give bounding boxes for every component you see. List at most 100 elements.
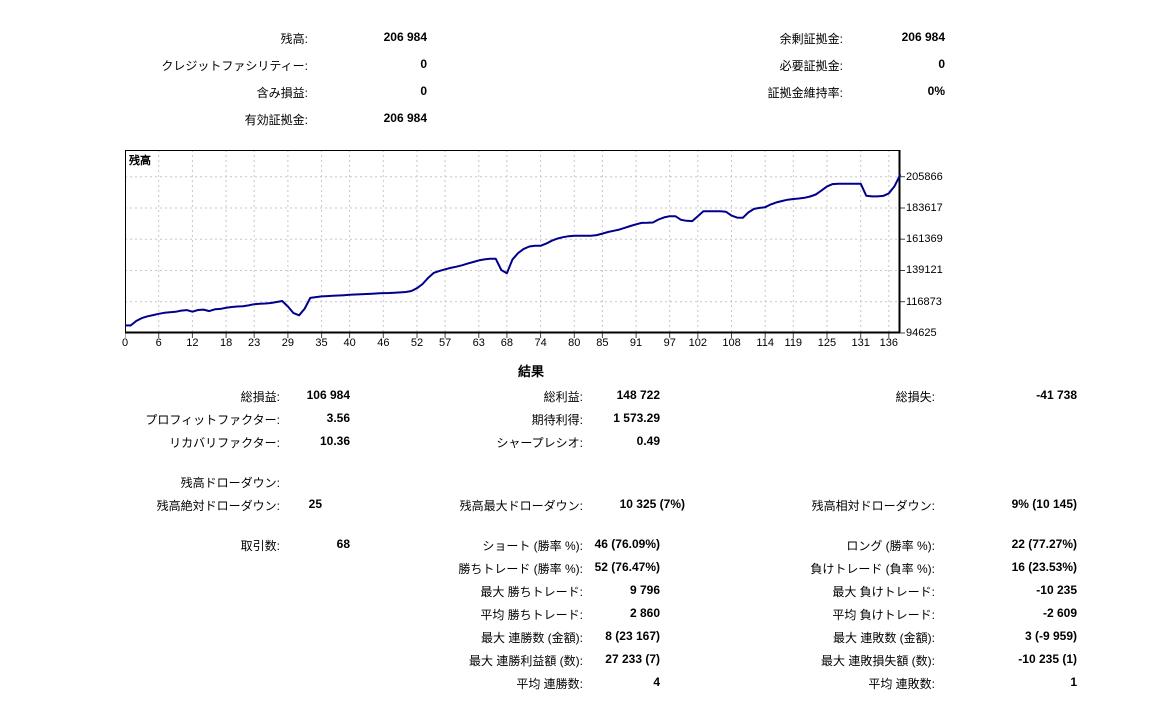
- stat-value: 206 984: [383, 30, 427, 44]
- result-row: 最大 連勝利益額 (数): 27 233 (7) 最大 連敗損失額 (数): -…: [0, 652, 1149, 669]
- stat-label: 平均 勝ちトレード:: [480, 608, 583, 622]
- x-axis-label: 18: [219, 337, 233, 349]
- stat-value: 206 984: [383, 111, 427, 125]
- stat-label: リカバリファクター:: [169, 436, 280, 450]
- stat-value: 1: [1070, 675, 1077, 689]
- stat-label: 最大 連勝数 (金額):: [481, 631, 583, 645]
- x-axis-label: 108: [722, 337, 741, 349]
- stat-value: -41 738: [1036, 388, 1077, 402]
- result-row: 勝ちトレード (勝率 %): 52 (76.47%) 負けトレード (負率 %)…: [0, 560, 1149, 577]
- result-row: 平均 勝ちトレード: 2 860 平均 負けトレード: -2 609: [0, 606, 1149, 623]
- x-axis-label: 0: [121, 337, 129, 349]
- result-row: リカバリファクター: 10.36 シャープレシオ: 0.49: [0, 434, 1149, 451]
- stat-label: 総損失:: [895, 390, 935, 404]
- stat-value: 1 573.29: [613, 411, 660, 425]
- x-axis-label: 97: [663, 337, 676, 349]
- stat-value: 10 325 (7%): [619, 497, 685, 511]
- stat-value: 27 233 (7): [605, 652, 660, 666]
- x-axis-label: 68: [500, 337, 513, 349]
- stat-label: 最大 連勝利益額 (数):: [469, 654, 583, 668]
- stat-value: 0%: [927, 84, 945, 98]
- stat-value: 4: [653, 675, 660, 689]
- stat-value: 9% (10 145): [1011, 497, 1077, 511]
- stat-value: 10.36: [319, 434, 350, 448]
- stat-value: 148 722: [616, 388, 660, 402]
- stat-label: 残高絶対ドローダウン:: [156, 499, 280, 513]
- x-axis-label: 23: [248, 337, 261, 349]
- x-axis-label: 6: [155, 337, 162, 349]
- result-row: プロフィットファクター: 3.56 期待利得: 1 573.29: [0, 411, 1149, 428]
- stat-value: 0: [420, 57, 427, 71]
- stat-value: 16 (23.53%): [1011, 560, 1077, 574]
- chart-series-label: 残高: [129, 155, 151, 167]
- stat-label: 残高ドローダウン:: [180, 476, 280, 490]
- stat-label: 残高相対ドローダウン:: [811, 499, 935, 513]
- balance-chart: 残高 94625 116873 139121 161369 183617 205866 0 6…: [122, 150, 1135, 365]
- stat-label: 有効証拠金:: [244, 113, 308, 127]
- results-title: 結果: [517, 364, 544, 379]
- stat-label: 平均 連敗数:: [868, 677, 935, 691]
- stat-value: 106 984: [306, 388, 350, 402]
- x-axis-label: 85: [596, 337, 609, 349]
- stat-value: 206 984: [901, 30, 945, 44]
- y-axis-label: 116873: [906, 295, 942, 308]
- stat-value: 68: [336, 537, 350, 551]
- stat-label: 最大 勝ちトレード:: [480, 585, 583, 599]
- x-axis-label: 74: [534, 337, 547, 349]
- stat-label: ロング (勝率 %):: [846, 539, 935, 553]
- stat-label: 総利益:: [543, 390, 583, 404]
- stat-value: 46 (76.09%): [594, 537, 660, 551]
- stat-value: 25: [308, 497, 322, 511]
- x-axis-label: 57: [438, 337, 452, 349]
- x-axis-label: 63: [472, 337, 485, 349]
- stat-label: 平均 連勝数:: [516, 677, 583, 691]
- stat-label: 勝ちトレード (勝率 %):: [458, 562, 583, 576]
- x-axis-label: 29: [281, 337, 294, 349]
- x-axis-label: 131: [851, 337, 870, 349]
- stat-label: 証拠金維持率:: [767, 86, 843, 100]
- result-row: 残高ドローダウン:: [0, 474, 1149, 491]
- stat-label: 最大 負けトレード:: [832, 585, 935, 599]
- stat-label: 総損益:: [240, 390, 280, 404]
- stat-label: 平均 負けトレード:: [832, 608, 935, 622]
- stat-label: 含み損益:: [256, 86, 308, 100]
- stat-label: 期待利得:: [531, 413, 583, 427]
- x-axis-label: 119: [784, 337, 803, 349]
- summary-row: 有効証拠金: 206 984: [0, 111, 1149, 128]
- stat-value: 0: [938, 57, 945, 71]
- stat-label: 残高最大ドローダウン:: [459, 499, 583, 513]
- stat-label: プロフィットファクター:: [145, 413, 280, 427]
- stat-label: 負けトレード (負率 %):: [810, 562, 935, 576]
- stat-value: 9 796: [629, 583, 660, 597]
- y-axis-label: 161369: [906, 233, 943, 246]
- x-axis-label: 52: [410, 337, 424, 349]
- stat-label: クレジットファシリティー:: [161, 59, 308, 73]
- stat-value: 2 860: [629, 606, 660, 620]
- x-axis-label: 114: [756, 337, 774, 349]
- result-row: 最大 連勝数 (金額): 8 (23 167) 最大 連敗数 (金額): 3 (…: [0, 629, 1149, 646]
- result-row: 取引数: 68 ショート (勝率 %): 46 (76.09%) ロング (勝率…: [0, 537, 1149, 554]
- stat-label: 余剰証拠金:: [779, 32, 843, 46]
- summary-row: 含み損益: 0 証拠金維持率: 0%: [0, 84, 1149, 101]
- x-axis-label: 12: [186, 337, 199, 349]
- stat-label: 取引数:: [240, 539, 280, 553]
- stat-value: 3.56: [326, 411, 350, 425]
- x-axis-label: 35: [315, 337, 328, 349]
- summary-row: 残高: 206 984 余剰証拠金: 206 984: [0, 30, 1149, 47]
- stat-label: 残高:: [280, 32, 308, 46]
- x-axis-label: 40: [343, 337, 356, 349]
- stat-label: 最大 連敗損失額 (数):: [821, 654, 935, 668]
- y-axis-label: 205866: [906, 170, 943, 183]
- result-row: 平均 連勝数: 4 平均 連敗数: 1: [0, 675, 1149, 692]
- summary-row: クレジットファシリティー: 0 必要証拠金: 0: [0, 57, 1149, 74]
- result-row: 総損益: 106 984 総利益: 148 722 総損失: -41 738: [0, 388, 1149, 405]
- x-axis-label: 80: [568, 337, 581, 349]
- stat-value: 0.49: [636, 434, 660, 448]
- result-row: 最大 勝ちトレード: 9 796 最大 負けトレード: -10 235: [0, 583, 1149, 600]
- stat-value: 8 (23 167): [605, 629, 660, 643]
- x-axis-label: 102: [688, 337, 707, 349]
- stat-value: 0: [420, 84, 427, 98]
- x-axis-label: 46: [377, 337, 390, 349]
- stat-value: 52 (76.47%): [594, 560, 660, 574]
